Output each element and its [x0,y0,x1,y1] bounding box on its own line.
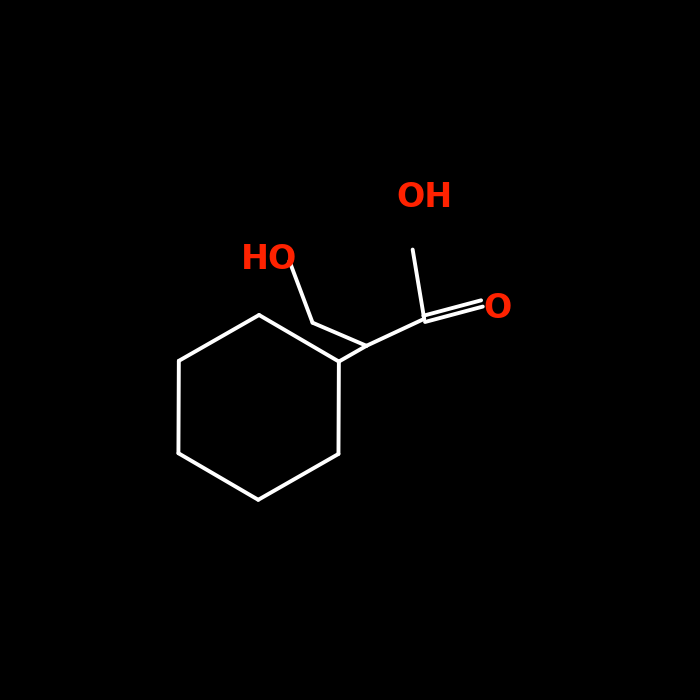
Text: O: O [483,293,512,326]
Text: HO: HO [241,243,297,276]
Text: OH: OH [396,181,452,214]
